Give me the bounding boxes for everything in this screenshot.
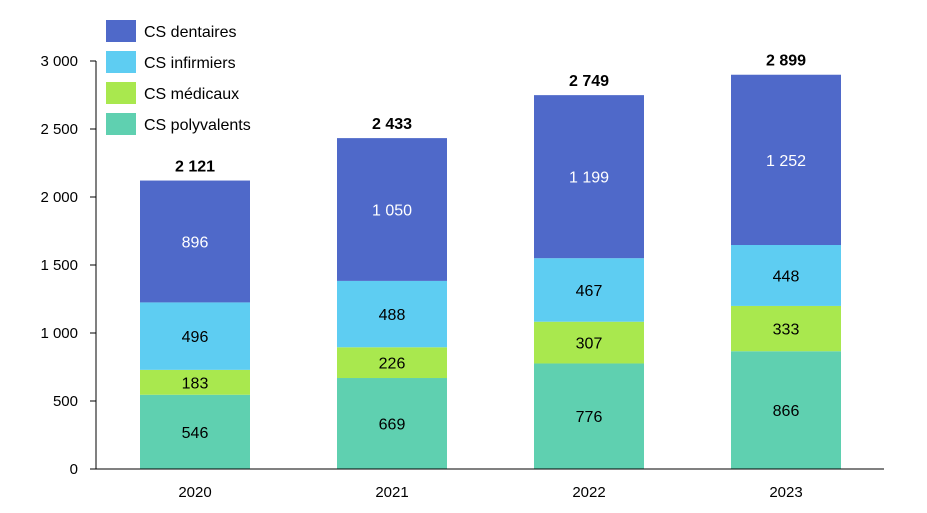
data-label: 896 <box>182 234 209 251</box>
bar-segment <box>337 138 447 281</box>
data-label: 546 <box>182 425 209 442</box>
legend-swatch <box>106 20 136 42</box>
bar-segment <box>731 351 841 469</box>
x-tick-label: 2022 <box>572 484 605 501</box>
bar-segment <box>731 74 841 246</box>
y-tick-label: 2 500 <box>40 121 78 138</box>
legend-label: CS médicaux <box>144 86 239 103</box>
bar-stack-2020: 546 183 496 896 2 121 <box>140 159 250 469</box>
legend-label: CS infirmiers <box>144 55 236 72</box>
data-label: 307 <box>576 336 603 353</box>
legend-item: CS dentaires <box>106 20 237 42</box>
data-label: 183 <box>182 375 209 392</box>
bar-stack-2021: 669 226 488 1 050 2 433 <box>337 116 447 469</box>
data-label: 866 <box>773 403 800 420</box>
data-label: 496 <box>182 329 209 346</box>
data-label: 333 <box>773 322 800 339</box>
x-tick-label: 2023 <box>769 484 802 501</box>
bar-segment <box>731 245 841 306</box>
bar-segment <box>534 321 644 364</box>
data-label: 448 <box>773 268 800 285</box>
y-tick-label: 1 500 <box>40 257 78 274</box>
x-tick-label: 2020 <box>178 484 211 501</box>
total-label: 2 749 <box>569 73 609 90</box>
bar-segment <box>140 394 250 469</box>
total-label: 2 433 <box>372 116 412 133</box>
bar-segment <box>534 363 644 469</box>
bar-segment <box>140 369 250 395</box>
y-tick-label: 2 000 <box>40 189 78 206</box>
legend: CS dentaires CS infirmiers CS médicaux CS p… <box>106 20 251 135</box>
legend-swatch <box>106 113 136 135</box>
data-label: 488 <box>379 307 406 324</box>
x-axis: 2020 2021 2022 2023 <box>96 468 884 501</box>
legend-label: CS polyvalents <box>144 117 251 134</box>
bar-segment <box>140 180 250 303</box>
data-label: 226 <box>379 356 406 373</box>
bar-segment <box>337 347 447 379</box>
legend-swatch <box>106 51 136 73</box>
total-label: 2 899 <box>766 53 806 70</box>
y-tick-label: 0 <box>70 461 78 478</box>
data-label: 776 <box>576 409 603 426</box>
x-tick-label: 2021 <box>375 484 408 501</box>
legend-item: CS polyvalents <box>106 113 251 135</box>
bars: 546 183 496 896 2 121 669 226 488 1 050 2 433 776 3… <box>140 53 841 469</box>
bar-segment <box>534 95 644 259</box>
y-tick-label: 1 000 <box>40 325 78 342</box>
bar-segment <box>337 280 447 348</box>
bar-segment <box>140 302 250 370</box>
bar-stack-2022: 776 307 467 1 199 2 749 <box>534 73 644 469</box>
y-axis: 0 500 1 000 1 500 2 000 2 500 3 000 <box>40 53 97 478</box>
legend-label: CS dentaires <box>144 24 237 41</box>
legend-item: CS infirmiers <box>106 51 236 73</box>
bar-segment <box>534 258 644 322</box>
total-label: 2 121 <box>175 159 215 176</box>
data-label: 1 050 <box>372 203 412 220</box>
data-label: 467 <box>576 283 603 300</box>
data-label: 1 199 <box>569 170 609 187</box>
y-tick-label: 500 <box>53 393 78 410</box>
legend-item: CS médicaux <box>106 82 239 104</box>
bar-stack-2023: 866 333 448 1 252 2 899 <box>731 53 841 469</box>
bar-segment <box>337 378 447 469</box>
legend-swatch <box>106 82 136 104</box>
y-tick-label: 3 000 <box>40 53 78 70</box>
data-label: 1 252 <box>766 153 806 170</box>
data-label: 669 <box>379 417 406 434</box>
bar-segment <box>731 305 841 352</box>
